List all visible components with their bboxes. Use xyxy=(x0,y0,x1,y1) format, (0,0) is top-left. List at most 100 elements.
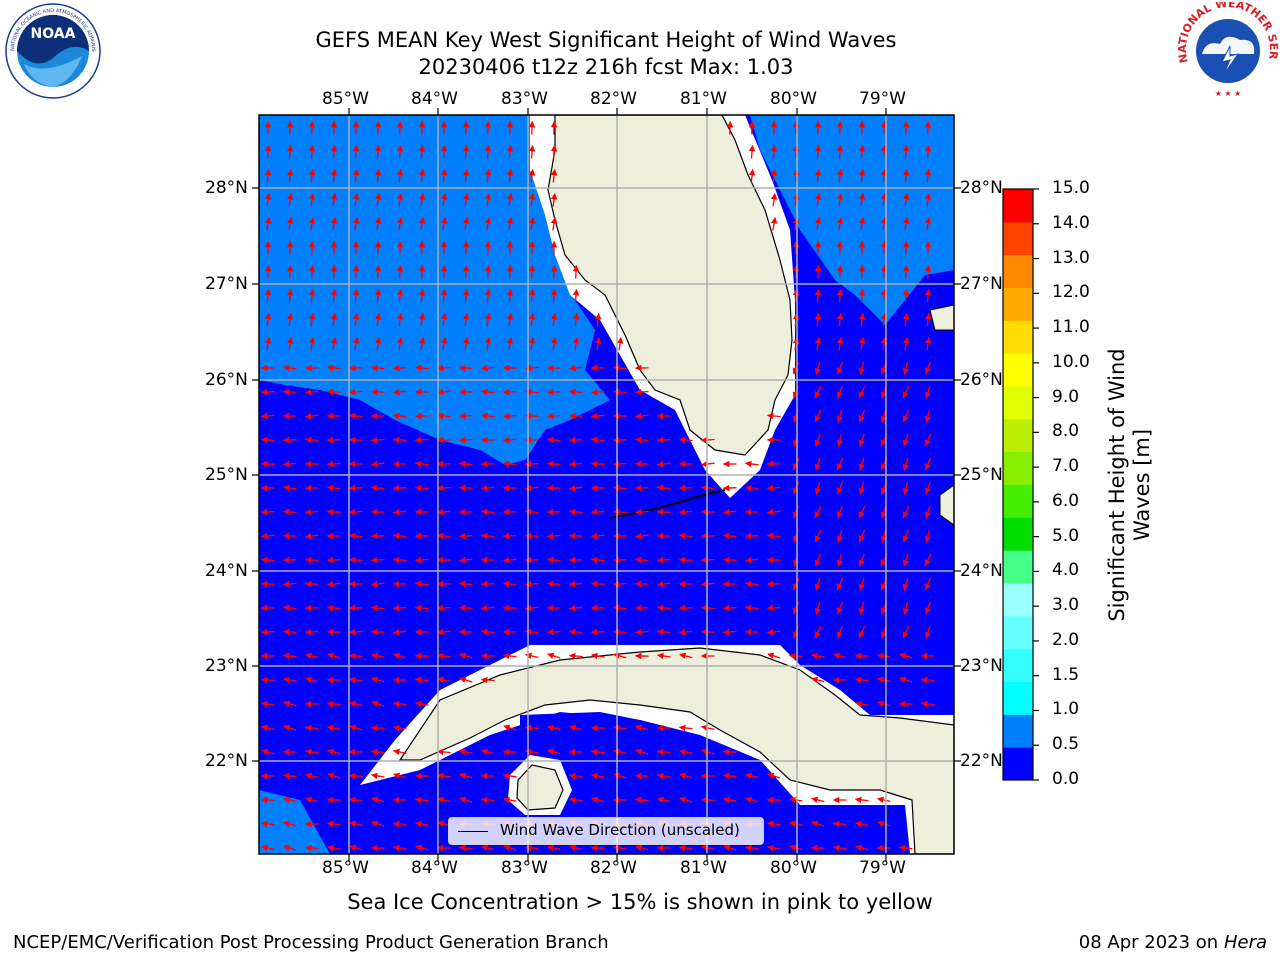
wave-direction-arrow xyxy=(748,144,756,159)
map-gridlines xyxy=(259,115,954,854)
wave-direction-arrow xyxy=(836,336,844,351)
wave-direction-arrow xyxy=(836,553,844,567)
colorbar-label: Significant Height of Wind Waves [m] xyxy=(1105,348,1155,621)
wave-direction-arrow xyxy=(304,628,319,636)
wave-direction-arrow xyxy=(286,216,294,231)
wave-direction-arrow xyxy=(528,312,536,327)
wave-direction-arrow xyxy=(480,412,495,420)
wave-direction-arrow xyxy=(612,748,627,756)
wave-direction-arrow xyxy=(700,724,715,732)
wave-direction-arrow xyxy=(924,481,931,495)
wave-direction-arrow xyxy=(264,144,272,159)
wave-direction-arrow xyxy=(418,192,426,207)
wave-direction-arrow xyxy=(286,288,294,303)
wave-direction-arrow xyxy=(679,772,693,779)
wave-direction-arrow xyxy=(792,577,800,591)
wave-direction-arrow xyxy=(569,724,583,731)
wave-direction-arrow xyxy=(546,580,561,588)
wave-direction-arrow xyxy=(855,844,869,851)
wave-direction-arrow xyxy=(374,168,382,183)
lon-tick-bottom: 85°W xyxy=(322,858,369,878)
wave-direction-arrow xyxy=(282,676,297,684)
wave-direction-arrow xyxy=(436,748,451,756)
wave-direction-arrow xyxy=(348,556,363,564)
wave-direction-arrow xyxy=(330,216,338,231)
wave-direction-arrow xyxy=(858,409,866,423)
wave-direction-arrow xyxy=(480,844,495,852)
wave-direction-arrow xyxy=(503,724,517,731)
wave-direction-arrow xyxy=(858,505,866,519)
wave-direction-arrow xyxy=(836,601,844,615)
wave-direction-arrow xyxy=(462,216,470,231)
wave-direction-arrow xyxy=(634,388,649,396)
wave-direction-arrow xyxy=(348,412,363,420)
wave-direction-arrow xyxy=(590,436,605,444)
wave-direction-arrow xyxy=(458,484,473,492)
wave-direction-arrow xyxy=(330,264,338,279)
wave-direction-arrow xyxy=(484,216,492,231)
wave-direction-arrow xyxy=(546,844,561,852)
wave-direction-arrow xyxy=(462,336,470,351)
wave-direction-arrow xyxy=(546,532,561,540)
wave-direction-arrow xyxy=(348,820,363,828)
wave-direction-arrow xyxy=(392,628,407,636)
wave-direction-arrow xyxy=(902,409,910,423)
wave-direction-arrow xyxy=(568,604,583,612)
wave-direction-arrow xyxy=(612,460,627,468)
wave-direction-arrow xyxy=(392,388,407,396)
wave-direction-arrow xyxy=(326,700,341,708)
wave-direction-arrow xyxy=(370,460,385,468)
colorbar-tick-label: 7.0 xyxy=(1052,456,1080,477)
wave-direction-arrow xyxy=(260,388,275,396)
wave-direction-arrow xyxy=(308,336,316,351)
wave-direction-arrow xyxy=(568,484,583,492)
wave-direction-arrow xyxy=(920,700,935,708)
wave-direction-arrow xyxy=(264,312,272,327)
wave-direction-arrow xyxy=(924,216,932,231)
wave-direction-arrow xyxy=(634,436,649,444)
wave-direction-arrow xyxy=(326,436,341,444)
wave-direction-arrow xyxy=(418,168,426,183)
wave-direction-arrow xyxy=(348,652,363,660)
wave-direction-arrow xyxy=(814,216,822,231)
wave-direction-arrow xyxy=(330,288,338,303)
wave-direction-arrow xyxy=(700,796,715,804)
wave-direction-arrow xyxy=(308,264,316,279)
wave-direction-arrow xyxy=(700,436,715,444)
wave-direction-arrow xyxy=(304,724,319,732)
wave-direction-arrow xyxy=(371,700,385,707)
wave-direction-arrow xyxy=(264,192,272,207)
wave-direction-arrow xyxy=(418,216,426,231)
wave-direction-arrow xyxy=(858,264,866,279)
wave-direction-arrow xyxy=(440,216,448,231)
wave-direction-arrow xyxy=(308,216,316,231)
wave-direction-arrow xyxy=(528,264,536,279)
wave-direction-arrow xyxy=(590,460,605,468)
wave-direction-arrow xyxy=(858,625,866,639)
wave-direction-arrow xyxy=(414,676,429,684)
wave-direction-arrow xyxy=(308,192,316,207)
wave-direction-arrow xyxy=(550,192,558,207)
wave-direction-arrow xyxy=(436,364,451,372)
wave-direction-arrow xyxy=(679,652,693,659)
wave-direction-arrow xyxy=(656,604,671,612)
lat-tick-left: 26°N xyxy=(205,370,248,390)
wave-direction-arrow xyxy=(264,288,272,303)
wave-direction-arrow xyxy=(370,772,385,780)
wave-direction-arrow xyxy=(282,580,297,588)
wave-direction-arrow xyxy=(352,264,360,279)
wave-direction-arrow xyxy=(924,144,932,159)
wave-direction-arrow xyxy=(484,288,492,303)
lon-tick-top: 81°W xyxy=(680,89,727,109)
wave-direction-arrow xyxy=(440,288,448,303)
wave-direction-arrow xyxy=(370,580,385,588)
wave-direction-arrow xyxy=(392,820,407,828)
wave-direction-arrow xyxy=(789,844,803,851)
wave-direction-arrow xyxy=(260,724,275,732)
wave-direction-arrow xyxy=(814,409,822,423)
wave-direction-arrow xyxy=(506,168,514,183)
wave-direction-arrow xyxy=(458,364,473,372)
wave-direction-arrow xyxy=(436,628,451,636)
wave-direction-arrow xyxy=(480,604,495,612)
wave-direction-arrow xyxy=(902,336,910,351)
